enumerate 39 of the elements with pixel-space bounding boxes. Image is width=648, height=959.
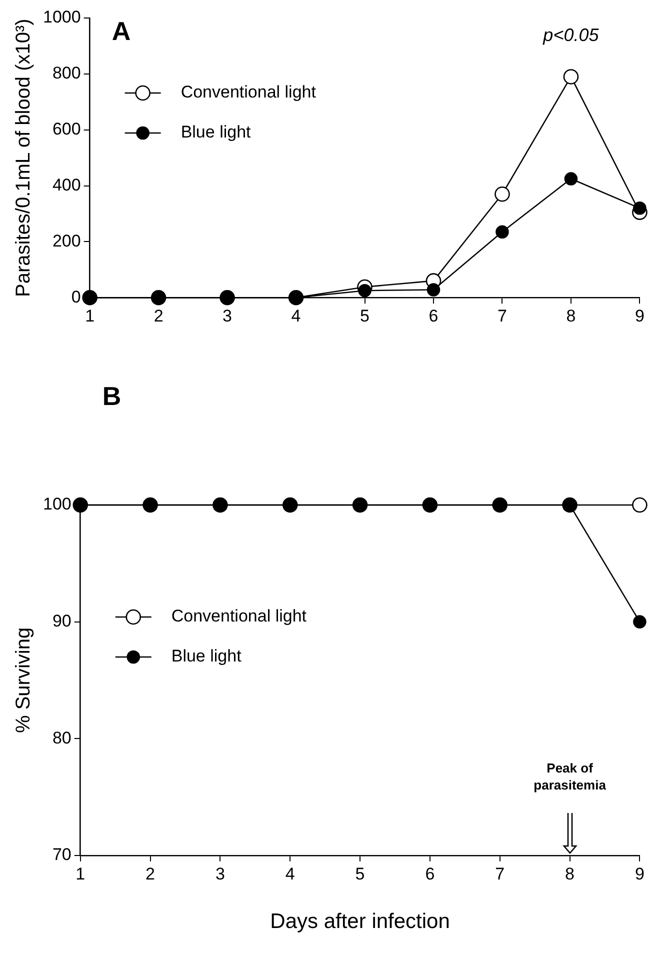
x-tick-label: 1 [85, 306, 95, 326]
x-axis-title: Days after infection [270, 910, 450, 934]
x-tick-label: 9 [634, 306, 644, 326]
y-tick-label: 100 [42, 494, 72, 514]
legend-label: Blue light [180, 122, 252, 142]
annotation: Peak of parasitemia [534, 760, 607, 792]
x-tick-label: 4 [285, 864, 295, 884]
x-tick-label: 5 [360, 306, 370, 326]
y-tick-label: 400 [52, 175, 81, 194]
y-axis-title: Parasites/0.1mL of blood (x10³) [12, 18, 35, 297]
y-tick-label: 600 [52, 120, 81, 139]
x-tick-label: 9 [634, 864, 644, 884]
y-tick-label: 1000 [42, 8, 81, 27]
x-tick-label: 8 [565, 864, 575, 884]
x-tick-label: 7 [495, 864, 505, 884]
y-tick-label: 70 [52, 845, 72, 864]
x-tick-label: 7 [497, 306, 507, 326]
legend-label: Conventional light [180, 82, 316, 102]
y-tick-label: 90 [52, 611, 72, 630]
x-tick-label: 3 [215, 864, 225, 884]
x-tick-label: 3 [222, 306, 232, 326]
x-tick-label: 8 [566, 306, 576, 326]
annotation: p<0.05 [542, 25, 600, 45]
chart-title: A [112, 16, 131, 46]
chart-title: B [102, 381, 122, 412]
y-tick-label: 200 [52, 231, 81, 250]
x-tick-label: 1 [76, 864, 86, 884]
x-tick-label: 4 [291, 306, 301, 326]
x-tick-label: 6 [425, 864, 435, 884]
x-tick-label: 2 [154, 306, 164, 326]
y-axis-title: % Surviving [12, 627, 35, 734]
x-tick-label: 5 [355, 864, 365, 884]
legend-label: Blue light [171, 646, 242, 666]
y-tick-label: 80 [52, 728, 72, 748]
x-tick-label: 2 [146, 864, 156, 884]
y-tick-label: 0 [71, 287, 81, 306]
legend-label: Conventional light [171, 606, 307, 626]
y-tick-label: 800 [52, 64, 81, 83]
x-tick-label: 6 [428, 306, 438, 326]
